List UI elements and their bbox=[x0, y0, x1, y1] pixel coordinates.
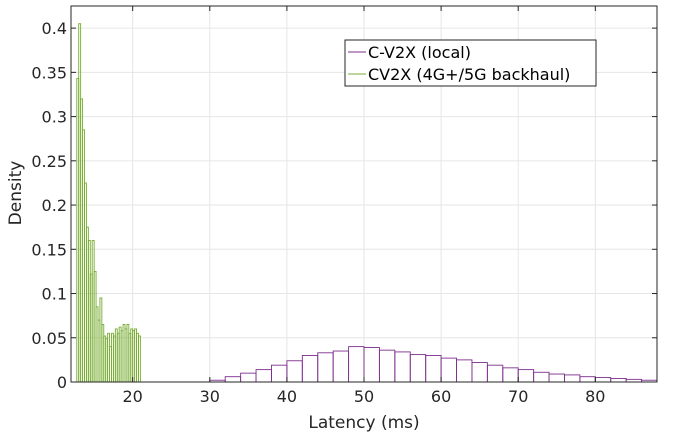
bar-c-v2x-local bbox=[240, 372, 257, 383]
x-tick-label: 30 bbox=[200, 387, 220, 406]
y-tick-label: 0 bbox=[57, 373, 67, 392]
y-tick-label: 0.4 bbox=[42, 19, 67, 38]
bar-c-v2x-local bbox=[471, 362, 488, 383]
bar-c-v2x-local bbox=[301, 355, 319, 383]
bar-c-v2x-local bbox=[610, 378, 627, 383]
legend: C-V2X (local) CV2X (4G+/5G backhaul) bbox=[344, 39, 597, 87]
bar-c-v2x-local bbox=[409, 354, 427, 383]
bar-cv2x-backhaul bbox=[138, 335, 141, 383]
tick-labels: 20 30 40 50 60 70 80 0 0.05 0.1 0.15 0.2 0.25 0.3 0.35… bbox=[31, 19, 605, 406]
bar-c-v2x-local bbox=[286, 360, 303, 383]
bar-c-v2x-local bbox=[502, 367, 519, 383]
bar-c-v2x-local bbox=[332, 350, 350, 383]
bar-c-v2x-local bbox=[579, 376, 596, 383]
y-tick-label: 0.15 bbox=[31, 240, 67, 259]
x-tick-label: 80 bbox=[585, 387, 605, 406]
bar-c-v2x-local bbox=[317, 352, 334, 383]
x-axis-label: Latency (ms) bbox=[308, 413, 419, 433]
bar-c-v2x-local bbox=[456, 359, 473, 383]
x-tick-label: 50 bbox=[354, 387, 374, 406]
legend-label-cv2x-backhaul: CV2X (4G+/5G backhaul) bbox=[368, 65, 570, 84]
bar-c-v2x-local bbox=[548, 373, 565, 383]
axes bbox=[70, 5, 658, 383]
x-tick-label: 70 bbox=[508, 387, 528, 406]
bar-c-v2x-local bbox=[378, 349, 396, 383]
bar-c-v2x-local bbox=[255, 369, 272, 383]
x-tick-label: 20 bbox=[123, 387, 143, 406]
bar-c-v2x-local bbox=[394, 351, 411, 383]
bar-c-v2x-local bbox=[363, 347, 380, 383]
bar-c-v2x-local bbox=[517, 369, 535, 383]
x-tick-label: 60 bbox=[431, 387, 451, 406]
y-tick-label: 0.25 bbox=[31, 152, 67, 171]
bar-c-v2x-local bbox=[224, 376, 242, 383]
bar-c-v2x-local bbox=[271, 364, 288, 383]
y-tick-label: 0.3 bbox=[42, 108, 67, 127]
y-axis-label: Density bbox=[6, 161, 26, 226]
bar-c-v2x-local bbox=[486, 364, 504, 383]
y-tick-label: 0.35 bbox=[31, 63, 67, 82]
legend-label-c-v2x-local: C-V2X (local) bbox=[368, 43, 471, 62]
bar-c-v2x-local bbox=[425, 355, 442, 383]
y-tick-label: 0.05 bbox=[31, 329, 67, 348]
legend-box bbox=[344, 39, 597, 87]
bar-c-v2x-local bbox=[440, 357, 457, 383]
y-tick-label: 0.1 bbox=[42, 285, 67, 304]
x-tick-label: 40 bbox=[277, 387, 297, 406]
bar-c-v2x-local bbox=[564, 374, 581, 383]
y-tick-label: 0.2 bbox=[42, 196, 67, 215]
bar-c-v2x-local bbox=[348, 346, 365, 383]
bar-c-v2x-local bbox=[533, 371, 550, 383]
bar-c-v2x-local bbox=[594, 377, 612, 383]
